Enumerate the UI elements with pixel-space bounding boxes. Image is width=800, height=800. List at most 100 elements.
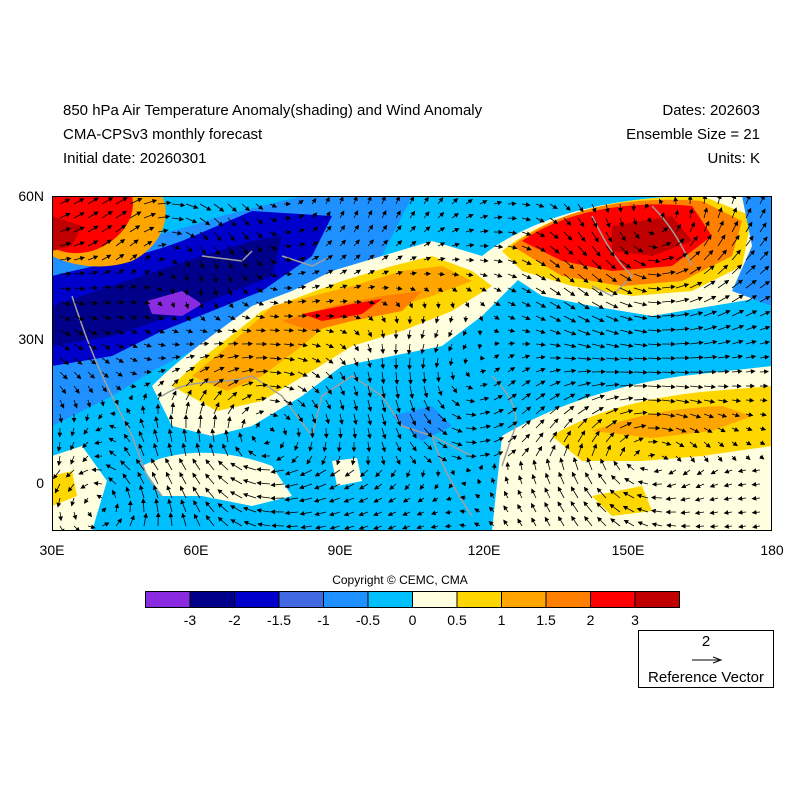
wind-arrow: [353, 343, 359, 352]
wind-arrow: [59, 198, 71, 205]
wind-arrow: [451, 427, 463, 433]
wind-vectors: [53, 196, 771, 531]
wind-arrow: [694, 496, 705, 502]
wind-arrow: [759, 251, 769, 261]
wind-arrow: [535, 354, 546, 360]
wind-arrow: [297, 299, 307, 304]
wind-arrow: [717, 441, 725, 448]
colorbar-swatch: [145, 591, 191, 608]
wind-arrow: [311, 255, 320, 261]
wind-arrow: [605, 432, 615, 443]
wind-arrow: [85, 413, 90, 422]
wind-arrow: [577, 381, 592, 387]
wind-arrow: [227, 403, 235, 415]
wind-arrow: [709, 483, 719, 488]
wind-arrow: [633, 315, 648, 321]
wind-arrow: [420, 357, 426, 370]
wind-arrow: [87, 255, 99, 261]
wind-arrow: [619, 434, 630, 443]
wind-arrow: [101, 357, 111, 364]
wind-arrow: [557, 486, 565, 499]
wind-arrow: [213, 390, 223, 401]
wind-arrow: [674, 209, 680, 219]
wind-arrow: [380, 455, 386, 466]
wind-arrow: [605, 444, 612, 457]
wind-arrow: [59, 371, 68, 380]
wind-arrow: [633, 287, 648, 293]
wind-arrow: [479, 258, 489, 263]
wind-arrow: [70, 441, 75, 451]
wind-arrow: [549, 245, 560, 254]
wind-arrow: [535, 301, 547, 308]
wind-arrow: [205, 459, 215, 471]
wind-arrow: [241, 381, 254, 387]
wind-arrow: [269, 231, 278, 236]
wind-arrow: [241, 259, 248, 269]
wind-arrow: [591, 329, 605, 336]
wind-arrow: [572, 456, 579, 471]
wind-arrow: [570, 486, 579, 499]
wind-arrow: [409, 455, 417, 465]
wind-arrow: [165, 458, 173, 471]
wind-arrow: [633, 437, 644, 443]
wind-arrow: [737, 468, 747, 474]
wind-arrow: [605, 408, 619, 415]
wind-arrow: [353, 284, 362, 290]
colorbar: [145, 591, 680, 608]
wind-arrow: [170, 301, 175, 309]
wind-arrow: [689, 235, 698, 247]
wind-arrow: [59, 256, 72, 262]
wind-arrow: [479, 301, 486, 307]
wind-arrow: [619, 396, 634, 401]
wind-arrow: [185, 259, 191, 268]
wind-arrow: [731, 354, 744, 360]
wind-arrow: [269, 300, 279, 306]
wind-arrow: [157, 214, 171, 220]
wind-arrow: [73, 198, 85, 205]
wind-arrow: [297, 228, 306, 234]
wind-arrow: [171, 355, 181, 360]
wind-arrow: [381, 301, 388, 306]
wind-arrow: [185, 401, 191, 415]
wind-arrow: [689, 384, 704, 390]
wind-arrow: [126, 407, 131, 415]
colorbar-tick-label: 0: [408, 612, 417, 628]
wind-arrow: [559, 457, 565, 471]
wind-arrow: [213, 245, 220, 256]
wind-arrow: [395, 385, 400, 400]
wind-arrow: [703, 325, 718, 331]
wind-arrow: [129, 211, 142, 219]
wind-arrow: [563, 231, 573, 241]
wind-arrow: [359, 483, 369, 490]
wind-arrow: [213, 401, 220, 415]
wind-arrow: [115, 357, 124, 363]
wind-arrow: [311, 328, 321, 333]
wind-arrow: [283, 399, 294, 405]
reference-vector-box: 2 Reference Vector: [638, 630, 774, 688]
wind-arrow: [269, 356, 282, 361]
wind-arrow: [666, 483, 677, 488]
wind-arrow: [619, 259, 632, 269]
wind-arrow: [185, 203, 199, 210]
wind-arrow: [269, 259, 278, 264]
wind-arrow: [170, 402, 176, 415]
wind-arrow: [423, 413, 432, 425]
wind-arrow: [269, 286, 279, 292]
wind-arrow: [493, 437, 505, 443]
wind-arrow: [101, 210, 113, 219]
wind-arrow: [703, 399, 716, 404]
wind-arrow: [129, 269, 137, 275]
wind-arrow: [633, 423, 647, 429]
wind-arrow: [689, 311, 704, 317]
wind-arrow: [339, 357, 346, 366]
wind-arrow: [143, 226, 155, 233]
wind-arrow: [507, 341, 516, 347]
colorbar-tick-label: -3: [183, 612, 197, 628]
wind-arrow: [619, 231, 626, 242]
wind-arrow: [591, 231, 599, 243]
wind-arrow: [297, 385, 308, 392]
wind-arrow: [143, 255, 151, 261]
wind-arrow: [689, 325, 704, 331]
wind-arrow: [665, 496, 677, 502]
wind-arrow: [521, 202, 531, 207]
